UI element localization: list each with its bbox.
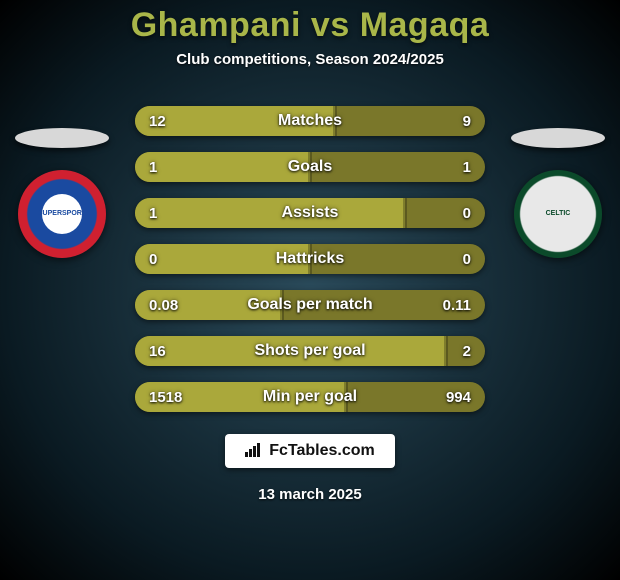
crest-left-text: SUPERSPORT [42,194,82,234]
page-title: Ghampani vs Magaqa [131,6,490,45]
title-vs: vs [311,6,350,44]
stat-label: Min per goal [135,382,485,412]
stat-label: Goals [135,152,485,182]
team-right: CELTIC [508,128,608,258]
title-p2: Magaqa [360,6,490,44]
stat-row: 162Shots per goal [135,336,485,366]
chart-icon [245,443,263,460]
stat-label: Hattricks [135,244,485,274]
team-left: SUPERSPORT [12,128,112,258]
content: Ghampani vs Magaqa Club competitions, Se… [0,0,620,580]
stat-row: 0.080.11Goals per match [135,290,485,320]
stat-label: Goals per match [135,290,485,320]
crest-left: SUPERSPORT [18,170,106,258]
stat-row: 10Assists [135,198,485,228]
stat-row: 11Goals [135,152,485,182]
stat-label: Matches [135,106,485,136]
stat-row: 129Matches [135,106,485,136]
title-p1: Ghampani [131,6,301,44]
stat-row: 1518994Min per goal [135,382,485,412]
stat-label: Assists [135,198,485,228]
shadow-ellipse [15,128,109,148]
footer-date: 13 march 2025 [258,486,361,503]
footer-badge: FcTables.com [225,434,395,468]
stat-row: 00Hattricks [135,244,485,274]
stat-label: Shots per goal [135,336,485,366]
crest-right: CELTIC [514,170,602,258]
crest-right-text: CELTIC [546,210,571,218]
footer-site: FcTables.com [269,442,375,460]
subtitle: Club competitions, Season 2024/2025 [176,51,444,68]
shadow-ellipse [511,128,605,148]
